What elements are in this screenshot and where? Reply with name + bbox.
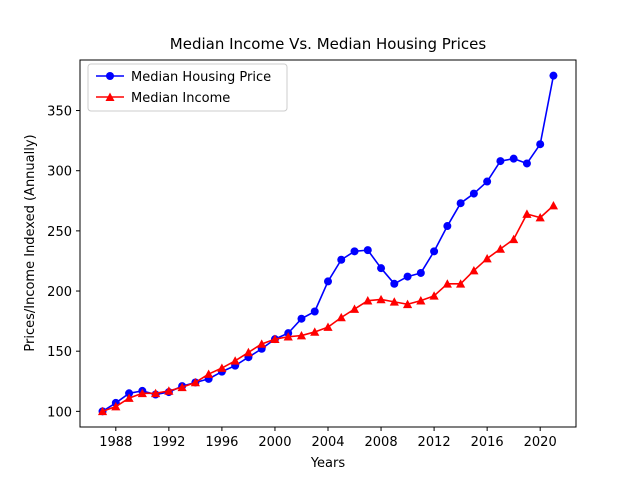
x-tick-label: 2004 [311, 435, 344, 450]
data-point-median-income [243, 347, 254, 357]
data-point-median-income [310, 327, 320, 336]
data-point-median-housing-price [350, 247, 359, 256]
data-point-median-income [230, 356, 240, 365]
y-tick-label: 200 [47, 285, 72, 300]
x-tick-label: 1996 [205, 435, 238, 450]
data-point-median-income [217, 363, 227, 372]
x-tick-label: 1988 [99, 435, 132, 450]
data-point-median-income [204, 369, 214, 378]
y-tick-label: 300 [47, 165, 72, 180]
data-point-median-housing-price [337, 255, 346, 264]
data-point-median-housing-price [509, 154, 518, 163]
data-point-median-income [323, 322, 333, 331]
data-point-median-housing-price [430, 247, 439, 256]
y-tick-label: 150 [47, 345, 72, 360]
data-point-median-housing-price [456, 199, 465, 208]
data-point-median-income [376, 294, 386, 304]
data-point-median-income [482, 253, 492, 263]
y-axis-label: Prices/Income Indexed (Annually) [23, 134, 38, 351]
data-point-median-income [389, 297, 399, 306]
x-tick-label: 2020 [524, 435, 557, 450]
data-point-median-income [509, 234, 519, 244]
data-point-median-housing-price [483, 177, 492, 186]
x-tick-label: 2000 [258, 435, 291, 450]
data-point-median-housing-price [536, 140, 545, 149]
legend-marker-median-income [105, 92, 115, 101]
data-point-median-housing-price [443, 222, 452, 231]
data-point-median-housing-price [469, 189, 478, 198]
data-point-median-income [190, 377, 200, 387]
data-point-median-income [296, 330, 307, 340]
y-tick-label: 100 [47, 405, 72, 420]
legend-label-median-housing-price: Median Housing Price [131, 70, 271, 85]
data-point-median-income [283, 332, 293, 341]
data-point-median-income [363, 296, 373, 305]
chart-title: Median Income Vs. Median Housing Prices [170, 35, 487, 53]
data-point-median-housing-price [310, 307, 319, 316]
data-point-median-income [150, 388, 161, 398]
data-point-median-housing-price [363, 246, 372, 255]
data-point-median-income [270, 334, 280, 343]
x-tick-label: 1992 [152, 435, 185, 450]
data-point-median-income [522, 209, 532, 218]
data-point-median-housing-price [549, 71, 558, 80]
data-point-median-income [456, 279, 466, 288]
data-point-median-income [442, 279, 452, 288]
data-point-median-income [548, 200, 559, 210]
y-tick-label: 350 [47, 105, 72, 120]
data-point-median-income [164, 386, 174, 395]
data-point-median-income [124, 393, 134, 402]
data-point-median-income [402, 299, 413, 309]
plot-area: 1988 1992 1996 2000 2004 2008 2012 2016 2020 100 1… [47, 59, 577, 450]
data-point-median-income [336, 312, 346, 322]
data-point-median-housing-price [496, 157, 505, 166]
data-point-median-income [469, 265, 479, 275]
data-point-median-income [349, 304, 360, 313]
data-point-median-income [257, 339, 267, 348]
data-point-median-housing-price [403, 272, 412, 281]
data-point-median-income [495, 244, 506, 253]
data-point-median-housing-price [522, 159, 531, 168]
data-point-median-income [535, 213, 545, 222]
data-point-median-housing-price [125, 389, 134, 398]
data-point-median-housing-price [377, 264, 386, 273]
x-axis-label: Years [310, 456, 346, 471]
x-tick-label: 2008 [365, 435, 398, 450]
legend: Median Housing Price Median Income [87, 63, 288, 112]
data-point-median-housing-price [390, 279, 399, 288]
legend-frame [87, 63, 288, 112]
data-point-median-income [97, 406, 108, 416]
data-point-median-income [416, 296, 426, 305]
data-point-median-housing-price [416, 268, 425, 277]
y-tick-label: 250 [47, 225, 72, 240]
x-tick-label: 2012 [418, 435, 451, 450]
data-point-median-housing-price [297, 314, 306, 323]
data-point-median-income [137, 388, 147, 398]
x-tick-label: 2016 [471, 435, 504, 450]
legend-label-median-income: Median Income [131, 91, 230, 106]
data-point-median-income [429, 291, 439, 300]
data-point-median-income [111, 401, 121, 411]
data-point-median-income [177, 382, 187, 392]
data-point-median-housing-price [324, 277, 332, 286]
legend-marker-median-housing-price [106, 72, 114, 80]
